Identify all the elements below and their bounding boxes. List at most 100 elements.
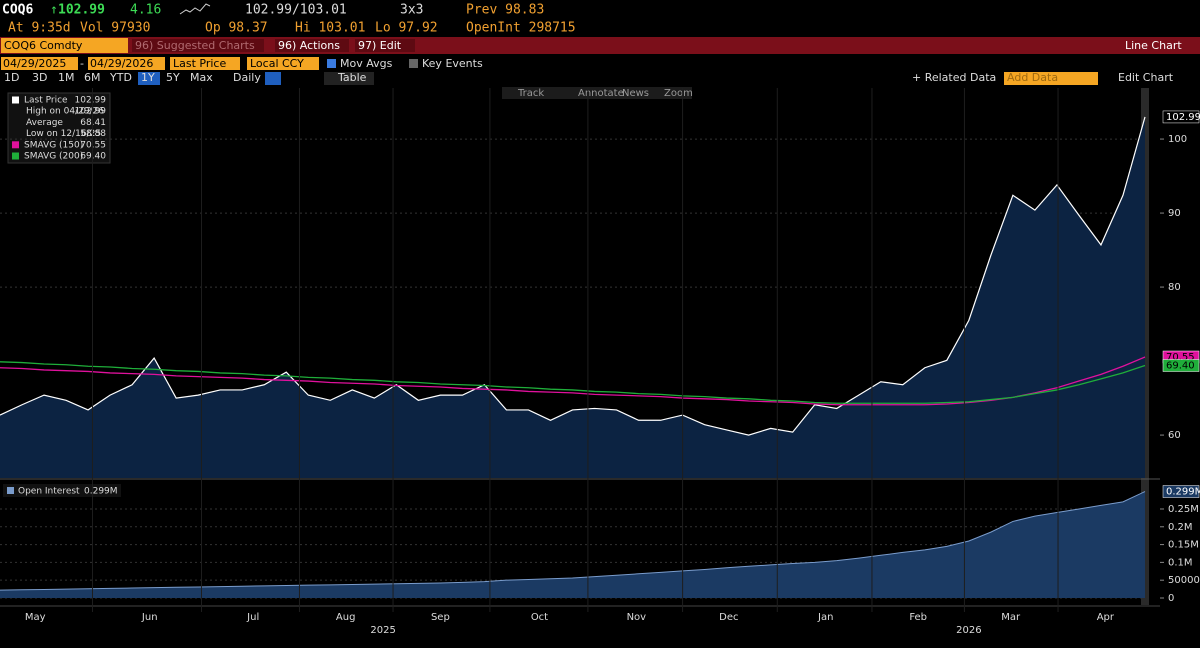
menu-button[interactable]	[275, 39, 349, 52]
legend-label: Low on 12/16/25	[26, 129, 101, 139]
time: At 9:35d	[8, 21, 71, 36]
checkbox[interactable]	[409, 59, 418, 68]
open: Op 98.37	[205, 21, 268, 36]
legend-value: 58.88	[80, 129, 106, 139]
add-data[interactable]: Add Data	[1007, 71, 1058, 84]
period[interactable]: YTD	[109, 71, 132, 84]
x-tick-label: Dec	[719, 612, 738, 623]
period[interactable]: 1Y	[141, 71, 155, 84]
dash: -	[80, 57, 84, 70]
year-label: 2026	[956, 625, 981, 636]
period[interactable]: 5Y	[166, 71, 180, 84]
chart-tool[interactable]: News	[622, 88, 649, 99]
value-tag	[1162, 110, 1200, 124]
y-tick-label: 50000	[1168, 575, 1200, 586]
legend-swatch	[7, 487, 14, 494]
x-tick-label: Feb	[909, 612, 927, 623]
y-tick-label: 0.15M	[1168, 540, 1199, 551]
oi-legend-box	[3, 484, 121, 497]
security[interactable]: COQ6 Comdty	[4, 39, 83, 52]
size: 3x3	[400, 3, 423, 18]
table-button[interactable]	[324, 72, 374, 85]
legend-label: SMAVG (150)	[24, 140, 83, 150]
legend-value: 102.99	[75, 107, 107, 117]
legend-box	[7, 92, 111, 164]
checkbox[interactable]	[327, 59, 336, 68]
year-label: 2025	[370, 625, 395, 636]
security-box[interactable]	[1, 38, 128, 53]
price-area	[0, 116, 1145, 478]
chart-tool[interactable]: Zoom	[664, 88, 693, 99]
period-selected[interactable]	[138, 72, 160, 85]
legend-value: 0.299M	[84, 487, 118, 497]
x-tick-label: Mar	[1001, 612, 1021, 623]
x-tick-label: Jul	[246, 612, 259, 623]
period[interactable]: 3D	[32, 71, 47, 84]
menu-button[interactable]	[355, 39, 415, 52]
prev: Prev 98.83	[466, 3, 544, 18]
chart-tool[interactable]: Annotate	[578, 88, 624, 99]
x-tick-label: Jan	[817, 612, 833, 623]
line-icon[interactable]	[265, 72, 281, 85]
toggle[interactable]: Key Events	[422, 57, 483, 70]
x-tick-label: Nov	[627, 612, 647, 623]
value-tag-label: 69.40	[1166, 361, 1195, 372]
y-tick-label: 100	[1168, 134, 1187, 145]
volume: Vol 97930	[80, 21, 150, 36]
period[interactable]: 1M	[58, 71, 75, 84]
frequency[interactable]: Daily	[233, 71, 261, 84]
sparkline	[179, 3, 211, 15]
related-data[interactable]: + Related Data	[912, 71, 996, 84]
legend-swatch	[12, 141, 19, 149]
x-tick-label: Apr	[1097, 612, 1115, 623]
legend-swatch	[12, 152, 19, 160]
y-tick-label: 0.25M	[1168, 504, 1199, 515]
period[interactable]: 6M	[84, 71, 101, 84]
bid-ask: 102.99/103.01	[245, 3, 347, 18]
menu-item[interactable]: 96) Actions	[278, 39, 340, 52]
table[interactable]: Table	[337, 71, 367, 84]
legend-label: Open Interest	[18, 487, 80, 497]
oi-area	[0, 491, 1145, 598]
end-date[interactable]: 04/29/2026	[90, 57, 153, 70]
value-tag-label: 70.55	[1166, 352, 1195, 363]
last-price: 102.99	[58, 3, 105, 18]
y-tick-label: 90	[1168, 208, 1181, 219]
end-date-box[interactable]	[88, 57, 165, 70]
period[interactable]: 1D	[4, 71, 19, 84]
chart-tool[interactable]: Track	[517, 88, 544, 99]
start-date[interactable]: 04/29/2025	[3, 57, 66, 70]
x-tick-label: Oct	[531, 612, 548, 623]
field[interactable]: Last Price	[173, 57, 226, 70]
legend-value: 70.55	[80, 140, 106, 150]
menu-item[interactable]: 97) Edit	[358, 39, 402, 52]
low: Lo 97.92	[375, 21, 438, 36]
series-line	[0, 116, 1146, 436]
menu-item[interactable]: 96) Suggested Charts	[135, 39, 255, 52]
value-tag	[1162, 359, 1200, 372]
ticker: COQ6	[2, 3, 33, 18]
x-tick-label: Sep	[431, 612, 450, 623]
chart-type: Line Chart	[1125, 39, 1182, 52]
toggle[interactable]: Mov Avgs	[340, 57, 393, 70]
legend-value: 69.40	[80, 152, 106, 162]
change: 4.16	[130, 3, 161, 18]
field-box[interactable]	[170, 57, 240, 70]
legend-swatch	[12, 96, 19, 104]
currency-box[interactable]	[247, 57, 319, 70]
y-tick-label: 0	[1168, 593, 1174, 604]
edit-chart[interactable]: Edit Chart	[1118, 71, 1174, 84]
menu-button[interactable]	[132, 39, 264, 52]
series-line	[0, 361, 1146, 404]
legend-value: 102.99	[75, 96, 107, 106]
legend-label: High on 04/29/26	[26, 107, 104, 117]
currency[interactable]: Local CCY	[250, 57, 304, 70]
x-tick-label: May	[25, 612, 46, 623]
start-date-box[interactable]	[1, 57, 78, 70]
y-tick-label: 0.1M	[1168, 557, 1193, 568]
add-data-box[interactable]	[1004, 72, 1098, 85]
value-tag-label: 0.299M	[1166, 487, 1200, 498]
period[interactable]: Max	[190, 71, 213, 84]
